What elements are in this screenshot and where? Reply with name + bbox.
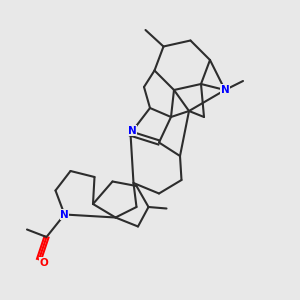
Text: N: N <box>220 85 230 95</box>
Text: O: O <box>39 257 48 268</box>
Text: N: N <box>128 125 136 136</box>
Text: N: N <box>60 209 69 220</box>
